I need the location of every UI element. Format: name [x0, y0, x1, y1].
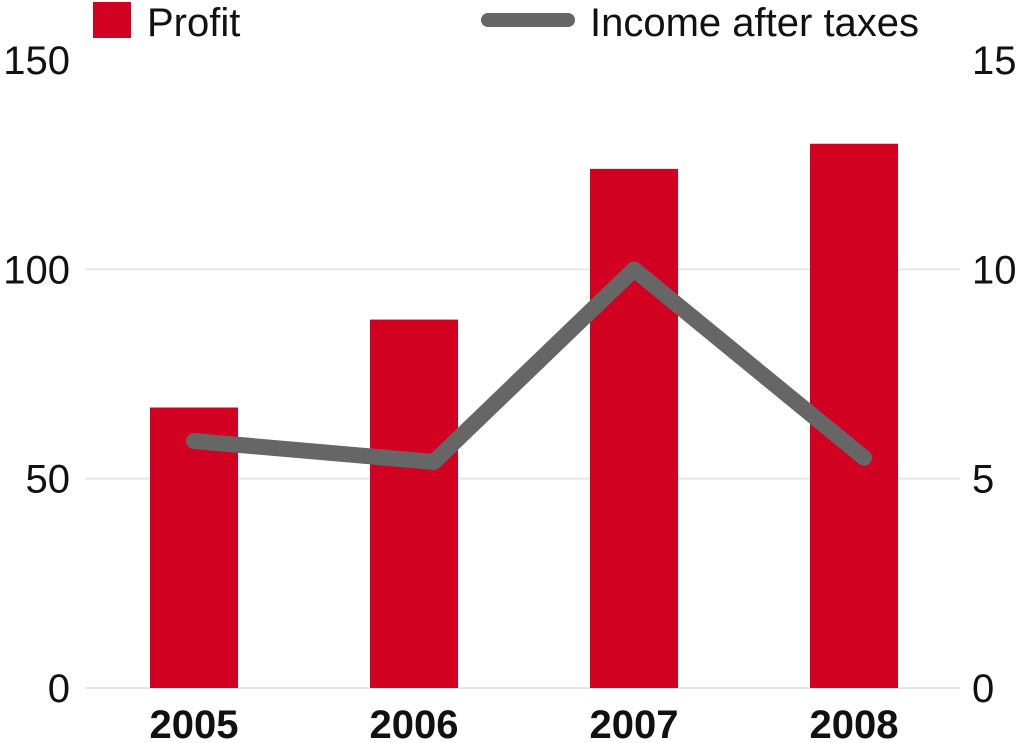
left-tick-label: 0: [48, 667, 70, 711]
income-point: [633, 268, 635, 271]
right-axis: 0 5 10 15: [972, 39, 1017, 711]
profit-bar: [370, 319, 458, 688]
x-axis: 2005 2006 2007 2008: [150, 703, 899, 743]
income-point: [863, 456, 865, 459]
right-tick-label: 0: [972, 667, 994, 711]
left-tick-label: 100: [3, 248, 70, 292]
legend-profit-label: Profit: [147, 1, 240, 45]
right-tick-label: 10: [972, 248, 1017, 292]
category-label: 2008: [810, 703, 899, 743]
income-line-group: [186, 261, 872, 470]
income-point: [193, 439, 195, 442]
category-label: 2005: [150, 703, 239, 743]
profit-bar: [590, 168, 678, 688]
right-tick-label: 15: [972, 39, 1017, 83]
legend: Profit Income after taxes: [93, 1, 919, 45]
right-tick-label: 5: [972, 458, 994, 502]
profit-bar: [150, 407, 238, 688]
income-line: [186, 261, 872, 470]
legend-income-label: Income after taxes: [590, 1, 919, 45]
income-point: [433, 460, 435, 463]
left-axis: 0 50 100 150: [3, 39, 70, 711]
profit-bars: [150, 143, 898, 688]
legend-profit-swatch: [93, 2, 131, 38]
left-tick-label: 150: [3, 39, 70, 83]
category-label: 2007: [590, 703, 679, 743]
category-label: 2006: [370, 703, 459, 743]
left-tick-label: 50: [26, 458, 71, 502]
